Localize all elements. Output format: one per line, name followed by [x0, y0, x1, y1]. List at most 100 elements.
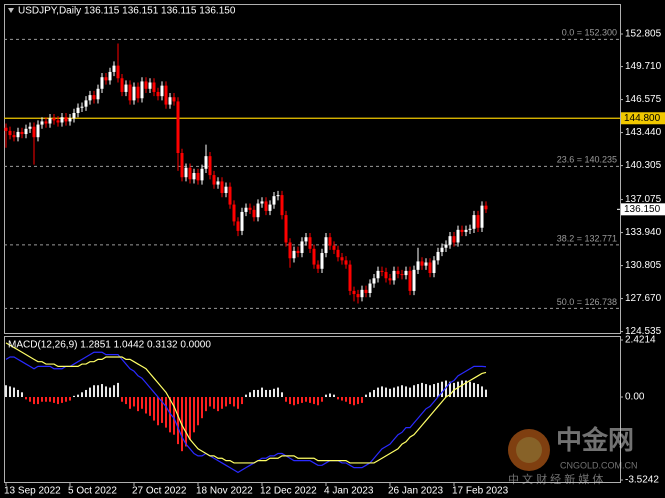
histogram-bar	[321, 397, 323, 402]
fib-label: 50.0 = 126.738	[557, 297, 617, 307]
histogram-bar	[357, 397, 359, 405]
symbol-icon	[8, 8, 14, 13]
histogram-bar	[409, 387, 411, 398]
candle-body	[52, 118, 56, 121]
histogram-bar	[397, 386, 399, 398]
histogram-bar	[117, 382, 119, 398]
x-tick-label: 17 Feb 2023	[452, 486, 509, 497]
candle-body	[232, 204, 236, 222]
histogram-bar	[105, 386, 107, 398]
candle-body	[428, 262, 432, 273]
histogram-bar	[109, 387, 111, 398]
candle-body	[176, 101, 180, 153]
candle-body	[400, 274, 404, 276]
histogram-bar	[417, 384, 419, 398]
histogram-bar	[401, 385, 403, 398]
histogram-bar	[445, 380, 447, 398]
candle-body	[464, 229, 468, 232]
histogram-bar	[233, 397, 235, 407]
histogram-bar	[345, 397, 347, 402]
candle-body	[124, 84, 128, 92]
candle-body	[264, 201, 268, 211]
y-tick-label: 130.805	[625, 260, 662, 271]
watermark: 中金网 CNGOLD.COM.CN 中 文 财 经 新 媒 体	[508, 425, 638, 486]
histogram-bar	[305, 397, 307, 402]
candle-body	[236, 221, 240, 231]
candle-body	[168, 97, 172, 105]
candle-body	[8, 130, 12, 136]
macd-line	[5, 342, 487, 464]
histogram-bar	[341, 397, 343, 401]
histogram-bar	[173, 397, 175, 435]
candle-body	[20, 131, 24, 135]
macd-title: MACD(12,26,9) 1.2851 1.0442 0.3132 0.000…	[8, 340, 211, 351]
candle-body	[316, 264, 320, 269]
histogram-bar	[17, 389, 19, 398]
candle-body	[476, 215, 480, 228]
candle-body	[336, 249, 340, 258]
y-tick-label: 146.575	[625, 94, 662, 105]
candle-body	[412, 269, 416, 291]
y-tick-label: 133.940	[625, 227, 662, 238]
candle-body	[340, 257, 344, 261]
candle-body	[4, 127, 8, 131]
histogram-bar	[221, 397, 223, 409]
candle-body	[164, 85, 168, 105]
candle-body	[372, 278, 376, 284]
histogram-bar	[145, 397, 147, 414]
candle-body	[240, 211, 244, 231]
level-label: 144.800	[624, 113, 661, 124]
watermark-slogan: 中 文 财 经 新 媒 体	[508, 472, 603, 486]
candle-body	[200, 168, 204, 181]
candle-body	[344, 260, 348, 265]
candle-body	[472, 215, 476, 229]
candle-body	[304, 237, 308, 242]
candle-body	[172, 97, 176, 102]
histogram-bar	[277, 387, 279, 398]
histogram-bar	[301, 397, 303, 403]
histogram-bar	[285, 397, 287, 402]
y-tick-label: 2.4214	[625, 335, 656, 346]
histogram-bar	[457, 381, 459, 398]
histogram-bar	[169, 397, 171, 433]
histogram-bar	[329, 393, 331, 398]
histogram-bar	[37, 397, 39, 405]
histogram-bar	[101, 384, 103, 398]
fib-label: 23.6 = 140.235	[557, 155, 617, 165]
y-tick-label: -3.5242	[625, 475, 659, 486]
histogram-bar	[385, 387, 387, 398]
histogram-bar	[377, 387, 379, 398]
x-tick-label: 18 Nov 2022	[196, 486, 253, 497]
candle-body	[288, 242, 292, 259]
candle-body	[160, 85, 164, 97]
candles	[4, 43, 488, 304]
candle-body	[216, 181, 220, 185]
candle-body	[444, 244, 448, 248]
histogram-bar	[337, 397, 339, 400]
candle-body	[292, 250, 296, 259]
candle-body	[332, 245, 336, 250]
candle-body	[88, 95, 92, 101]
histogram-bar	[209, 397, 211, 407]
histogram-bar	[129, 397, 131, 409]
candle-body	[484, 205, 488, 210]
candle-body	[208, 156, 212, 176]
x-tick-label: 5 Oct 2022	[68, 486, 117, 497]
candle-body	[56, 120, 60, 123]
histogram-bar	[25, 397, 27, 400]
macd-line	[5, 351, 487, 474]
histogram-bar	[13, 387, 15, 398]
candle-body	[184, 167, 188, 178]
candle-body	[352, 290, 356, 295]
level-label-box	[621, 112, 665, 125]
histogram-bar	[113, 385, 115, 398]
fib-label: 0.0 = 152.300	[562, 28, 617, 38]
candle-body	[248, 207, 252, 210]
histogram-bar	[245, 394, 247, 398]
candle-body	[120, 78, 124, 92]
histogram-bar	[477, 384, 479, 398]
candle-body	[112, 65, 116, 72]
histogram-bar	[281, 392, 283, 398]
candle-body	[260, 201, 264, 204]
